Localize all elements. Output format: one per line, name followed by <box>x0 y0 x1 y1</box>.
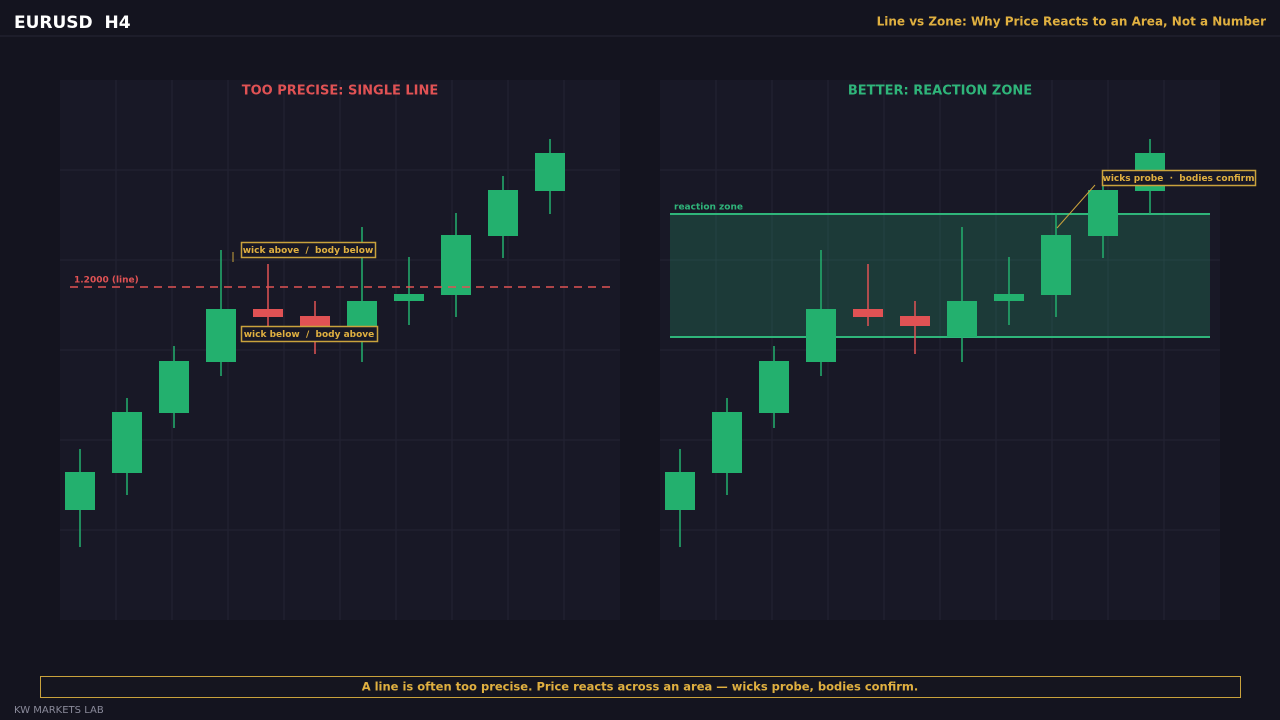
candle-body <box>853 309 883 317</box>
candle-body <box>394 294 424 301</box>
connector <box>1056 184 1096 229</box>
candle-body <box>900 316 930 326</box>
annotation: wick below / body above <box>244 330 375 340</box>
panel-title: TOO PRECISE: SINGLE LINE <box>242 84 439 99</box>
candle-body <box>1041 235 1071 295</box>
candle-body <box>441 235 471 295</box>
zone-label: reaction zone <box>674 203 743 213</box>
candle-body <box>206 309 236 362</box>
candle-body <box>535 153 565 191</box>
candle-body <box>665 472 695 510</box>
level-label: 1.2000 (line) <box>74 276 139 286</box>
candle-body <box>253 309 283 317</box>
annotation: wick above / body below <box>243 246 374 256</box>
candle-body <box>159 361 189 413</box>
brand: KW MARKETS LAB <box>14 705 104 716</box>
candle-body <box>994 294 1024 301</box>
candle-body <box>488 190 518 236</box>
annotation-box <box>240 241 377 259</box>
candle-body <box>712 412 742 473</box>
annotation-box <box>1101 169 1257 187</box>
page-title: Line vs Zone: Why Price Reacts to an Are… <box>877 15 1266 29</box>
annotation-box <box>240 325 379 343</box>
candle-body <box>65 472 95 510</box>
caption: A line is often too precise. Price react… <box>362 680 919 694</box>
annotation: wicks probe · bodies confirm <box>1103 174 1255 184</box>
symbol: EURUSD H4 <box>14 13 131 33</box>
candle-body <box>947 301 977 337</box>
caption-box <box>40 676 1241 698</box>
candle-body <box>112 412 142 473</box>
candle-body <box>759 361 789 413</box>
candle-body <box>806 309 836 362</box>
zone <box>670 214 1210 337</box>
panel-title: BETTER: REACTION ZONE <box>848 84 1032 99</box>
candle-body <box>300 316 330 326</box>
candle-body <box>1088 190 1118 236</box>
